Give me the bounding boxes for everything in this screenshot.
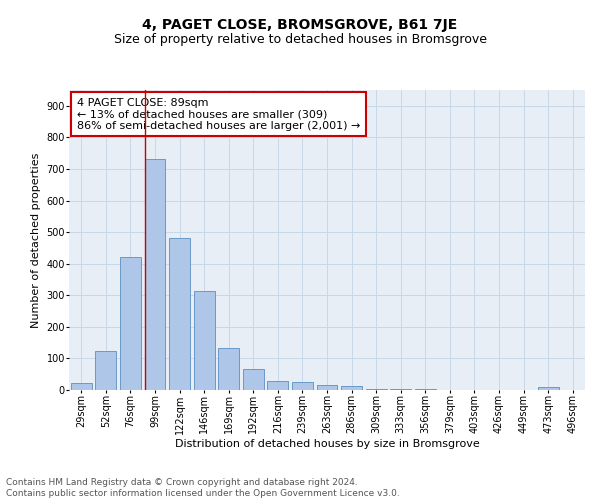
Text: Contains HM Land Registry data © Crown copyright and database right 2024.
Contai: Contains HM Land Registry data © Crown c… [6,478,400,498]
Bar [243,370,264,390]
Text: 4, PAGET CLOSE, BROMSGROVE, B61 7JE: 4, PAGET CLOSE, BROMSGROVE, B61 7JE [142,18,458,32]
Bar [169,238,190,390]
Bar [538,388,559,390]
Bar [341,386,362,390]
Bar [218,348,239,390]
X-axis label: Distribution of detached houses by size in Bromsgrove: Distribution of detached houses by size … [175,439,479,449]
Bar [145,160,166,390]
Bar [194,292,215,390]
Text: 4 PAGET CLOSE: 89sqm
← 13% of detached houses are smaller (309)
86% of semi-deta: 4 PAGET CLOSE: 89sqm ← 13% of detached h… [77,98,360,130]
Bar [268,382,289,390]
Bar [390,389,411,390]
Text: Size of property relative to detached houses in Bromsgrove: Size of property relative to detached ho… [113,32,487,46]
Bar [365,389,386,390]
Bar [292,382,313,390]
Bar [120,256,141,390]
Bar [95,352,116,390]
Y-axis label: Number of detached properties: Number of detached properties [31,152,41,328]
Bar [71,383,92,390]
Bar [317,386,337,390]
